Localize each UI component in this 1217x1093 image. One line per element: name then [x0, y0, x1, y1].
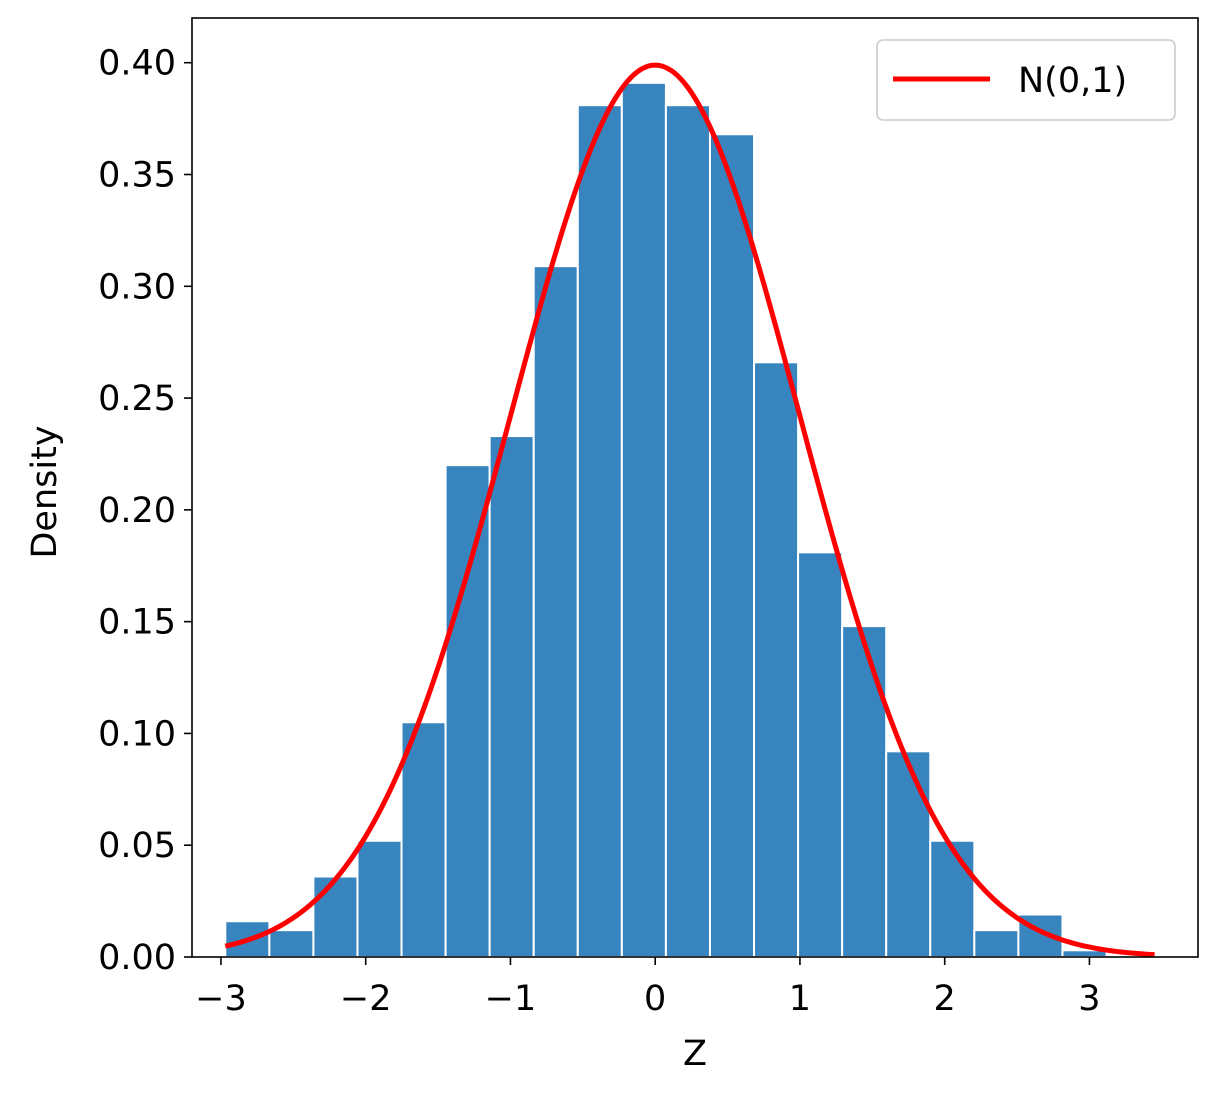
legend: N(0,1) [876, 39, 1176, 121]
y-tick-label: 0.40 [98, 44, 176, 84]
y-tick-label: 0.15 [98, 603, 176, 643]
y-tick-label: 0.35 [98, 156, 176, 196]
x-tick-label: 2 [934, 979, 956, 1019]
y-axis-ticks: 0.00 0.05 0.10 0.15 0.20 0.25 0.30 0.35 0.40 [98, 44, 192, 978]
histogram-bar [532, 265, 579, 958]
legend-entry-label: N(0,1) [1018, 61, 1127, 101]
plot-frame [191, 17, 1199, 958]
y-axis-label: Density [25, 425, 65, 558]
histogram-bar [268, 929, 315, 959]
x-tick-label: −2 [340, 979, 392, 1019]
y-tick-label: 0.20 [98, 491, 176, 531]
y-tick-label: 0.05 [98, 826, 176, 866]
histogram-bar [488, 435, 535, 959]
histogram-bar [664, 104, 711, 958]
y-tick-label: 0.00 [98, 938, 176, 978]
histogram-bar [576, 104, 623, 958]
histogram-bar [753, 361, 800, 958]
histogram-bar [797, 551, 844, 958]
y-tick-label: 0.10 [98, 714, 176, 754]
x-axis-label: Z [683, 1034, 707, 1074]
histogram-bar [841, 625, 888, 958]
x-tick-label: 1 [789, 979, 811, 1019]
histogram-bar [620, 81, 667, 959]
y-tick-label: 0.25 [98, 379, 176, 419]
x-tick-label: 0 [644, 979, 666, 1019]
x-tick-label: −1 [485, 979, 537, 1019]
histogram-bar [356, 839, 403, 958]
histogram-bar [400, 721, 447, 958]
histogram-bar [312, 875, 359, 958]
x-axis-ticks: −3 −2 −1 0 1 2 3 [195, 957, 1101, 1019]
x-tick-label: −3 [195, 979, 247, 1019]
histogram-bars [224, 81, 1108, 959]
histogram-bar [708, 133, 756, 958]
histogram-bar [973, 929, 1020, 959]
histogram-bar [929, 839, 976, 958]
legend-box [876, 39, 1176, 121]
x-tick-label: 3 [1078, 979, 1100, 1019]
histogram-bar [444, 464, 491, 958]
normal-curve [224, 62, 1155, 958]
y-tick-label: 0.30 [98, 267, 176, 307]
histogram-bar [885, 750, 932, 958]
